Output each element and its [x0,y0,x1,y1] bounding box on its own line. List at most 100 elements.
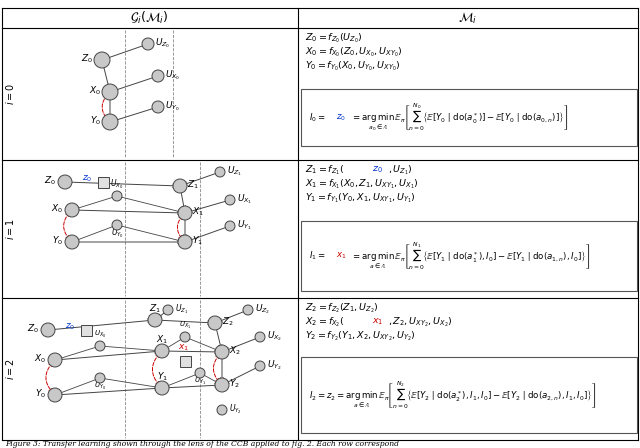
Circle shape [217,405,227,415]
Bar [97,177,109,188]
Text: $Z_1$: $Z_1$ [149,303,161,315]
Text: $U_{X_1}$: $U_{X_1}$ [237,192,252,206]
Text: $U_{Y_0}$: $U_{Y_0}$ [94,380,106,392]
Text: $U_{Z_1}$: $U_{Z_1}$ [175,302,188,316]
Text: $\mathcal{G}_i(\mathcal{M}_i)$: $\mathcal{G}_i(\mathcal{M}_i)$ [130,10,168,26]
Text: $X_2$: $X_2$ [229,345,241,357]
Text: $X_0$: $X_0$ [89,85,101,97]
Text: $U_{Z_2}$: $U_{Z_2}$ [255,302,270,316]
Circle shape [112,220,122,230]
Text: $U_{Y_2}$: $U_{Y_2}$ [267,358,282,372]
Circle shape [155,344,169,358]
Bar [179,356,191,366]
Circle shape [173,179,187,193]
Circle shape [152,70,164,82]
Text: $X_2 = f_{X_2}($: $X_2 = f_{X_2}($ [305,315,344,329]
Text: Figure 3: Transfer learning shown through the lens of the CCB applied to fig. 2.: Figure 3: Transfer learning shown throug… [5,440,399,448]
FancyBboxPatch shape [301,221,637,291]
Text: $U_{Y_0}$: $U_{Y_0}$ [111,226,124,240]
Text: $Z_1 = f_{Z_1}($: $Z_1 = f_{Z_1}($ [305,163,344,177]
Text: $x_1$: $x_1$ [179,343,189,353]
Text: $U_{X_2}$: $U_{X_2}$ [267,329,282,343]
Text: $U_{Z_1}$: $U_{Z_1}$ [227,164,243,178]
Text: $Y_1$: $Y_1$ [157,371,168,383]
Text: $z_0$: $z_0$ [82,174,92,184]
Circle shape [65,235,79,249]
Circle shape [225,195,235,205]
Text: $i=1$: $i=1$ [4,218,16,240]
Text: $, U_{Z_1})$: $, U_{Z_1})$ [388,163,413,177]
Text: $x_1$: $x_1$ [372,317,383,327]
Text: $z_0$: $z_0$ [336,112,346,123]
Text: $X_1 = f_{X_1}(X_0, Z_1, U_{XY_1}, U_{X_1})$: $X_1 = f_{X_1}(X_0, Z_1, U_{XY_1}, U_{X_… [305,177,419,191]
Text: $I_1 = $: $I_1 = $ [309,250,326,262]
Text: $X_0$: $X_0$ [51,203,63,215]
Circle shape [215,345,229,359]
Circle shape [41,323,55,337]
Circle shape [225,221,235,231]
Text: $Z_0$: $Z_0$ [81,53,93,65]
Circle shape [255,361,265,371]
Circle shape [155,381,169,395]
Text: $Y_0$: $Y_0$ [35,388,46,400]
Text: $Y_2$: $Y_2$ [229,378,240,390]
Text: $z_0$: $z_0$ [372,165,383,175]
Circle shape [112,191,122,201]
Text: $U_{Z_0}$: $U_{Z_0}$ [155,36,170,50]
FancyBboxPatch shape [301,357,637,433]
Text: $U_{X_0}$: $U_{X_0}$ [110,177,124,191]
Text: $U_{X_1}$: $U_{X_1}$ [179,319,191,331]
Text: $Y_2 = f_{Y_2}(Y_1, X_2, U_{XY_2}, U_{Y_2})$: $Y_2 = f_{Y_2}(Y_1, X_2, U_{XY_2}, U_{Y_… [305,329,415,343]
Circle shape [95,373,105,383]
Text: $U_{X_0}$: $U_{X_0}$ [94,328,106,340]
Text: $, Z_2, U_{XY_2}, U_{X_2})$: $, Z_2, U_{XY_2}, U_{X_2})$ [388,315,452,329]
Text: $Z_0$: $Z_0$ [44,175,56,187]
Circle shape [102,114,118,130]
Circle shape [178,206,192,220]
Circle shape [48,388,62,402]
Circle shape [208,316,222,330]
Text: $= \underset{a \in \mathbb{A}}{\arg\min}\, \mathbb{E}_{\pi}\!\left[\sum_{n=0}^{N: $= \underset{a \in \mathbb{A}}{\arg\min}… [351,241,590,271]
Circle shape [142,38,154,50]
Text: $U_{Y_1}$: $U_{Y_1}$ [194,375,206,387]
Circle shape [94,52,110,68]
Circle shape [215,167,225,177]
Text: $U_{Y_2}$: $U_{Y_2}$ [229,402,242,416]
Circle shape [163,305,173,315]
Circle shape [180,332,190,342]
Text: $Z_2 = f_{Z_2}(Z_1, U_{Z_2})$: $Z_2 = f_{Z_2}(Z_1, U_{Z_2})$ [305,301,378,315]
Text: $Y_0$: $Y_0$ [90,115,101,127]
Text: $X_0$: $X_0$ [34,353,46,365]
Circle shape [255,332,265,342]
Text: $Z_0$: $Z_0$ [27,323,39,335]
Circle shape [102,84,118,100]
Text: $Y_1$: $Y_1$ [192,235,203,247]
FancyBboxPatch shape [301,89,637,146]
Text: $I_0 = $: $I_0 = $ [309,111,326,124]
Circle shape [195,368,205,378]
Text: $i=2$: $i=2$ [4,358,16,380]
Circle shape [95,341,105,351]
Text: $I_2 = z_2 = \underset{a \in \mathbb{A}}{\arg\min}\, \mathbb{E}_{\pi}\!\left[\su: $I_2 = z_2 = \underset{a \in \mathbb{A}}… [309,379,596,410]
Text: $X_0 = f_{X_0}(Z_0, U_{X_0}, U_{XY_0})$: $X_0 = f_{X_0}(Z_0, U_{X_0}, U_{XY_0})$ [305,45,403,59]
Text: $i=0$: $i=0$ [4,83,16,105]
Circle shape [178,235,192,249]
Text: $z_0$: $z_0$ [65,322,76,332]
Circle shape [243,305,253,315]
Text: $U_{Y_1}$: $U_{Y_1}$ [237,218,252,232]
Text: $x_1$: $x_1$ [336,251,347,261]
Circle shape [58,175,72,189]
Circle shape [215,378,229,392]
Text: $= \underset{a_0 \in \mathbb{A}}{\arg\min}\, \mathbb{E}_{\pi}\!\left[\sum_{n=0}^: $= \underset{a_0 \in \mathbb{A}}{\arg\mi… [351,102,568,133]
Circle shape [65,203,79,217]
Text: $Z_2$: $Z_2$ [222,316,234,328]
Text: $X_1$: $X_1$ [156,334,168,346]
Bar [81,324,92,336]
Text: $Z_1$: $Z_1$ [187,179,199,191]
Text: $Y_0 = f_{Y_0}(X_0, U_{Y_0}, U_{XY_0})$: $Y_0 = f_{Y_0}(X_0, U_{Y_0}, U_{XY_0})$ [305,59,401,73]
Text: $Y_0$: $Y_0$ [52,235,63,247]
Circle shape [148,313,162,327]
Text: $\mathcal{M}_i$: $\mathcal{M}_i$ [458,10,477,26]
Text: $X_1$: $X_1$ [192,206,204,218]
Circle shape [48,353,62,367]
